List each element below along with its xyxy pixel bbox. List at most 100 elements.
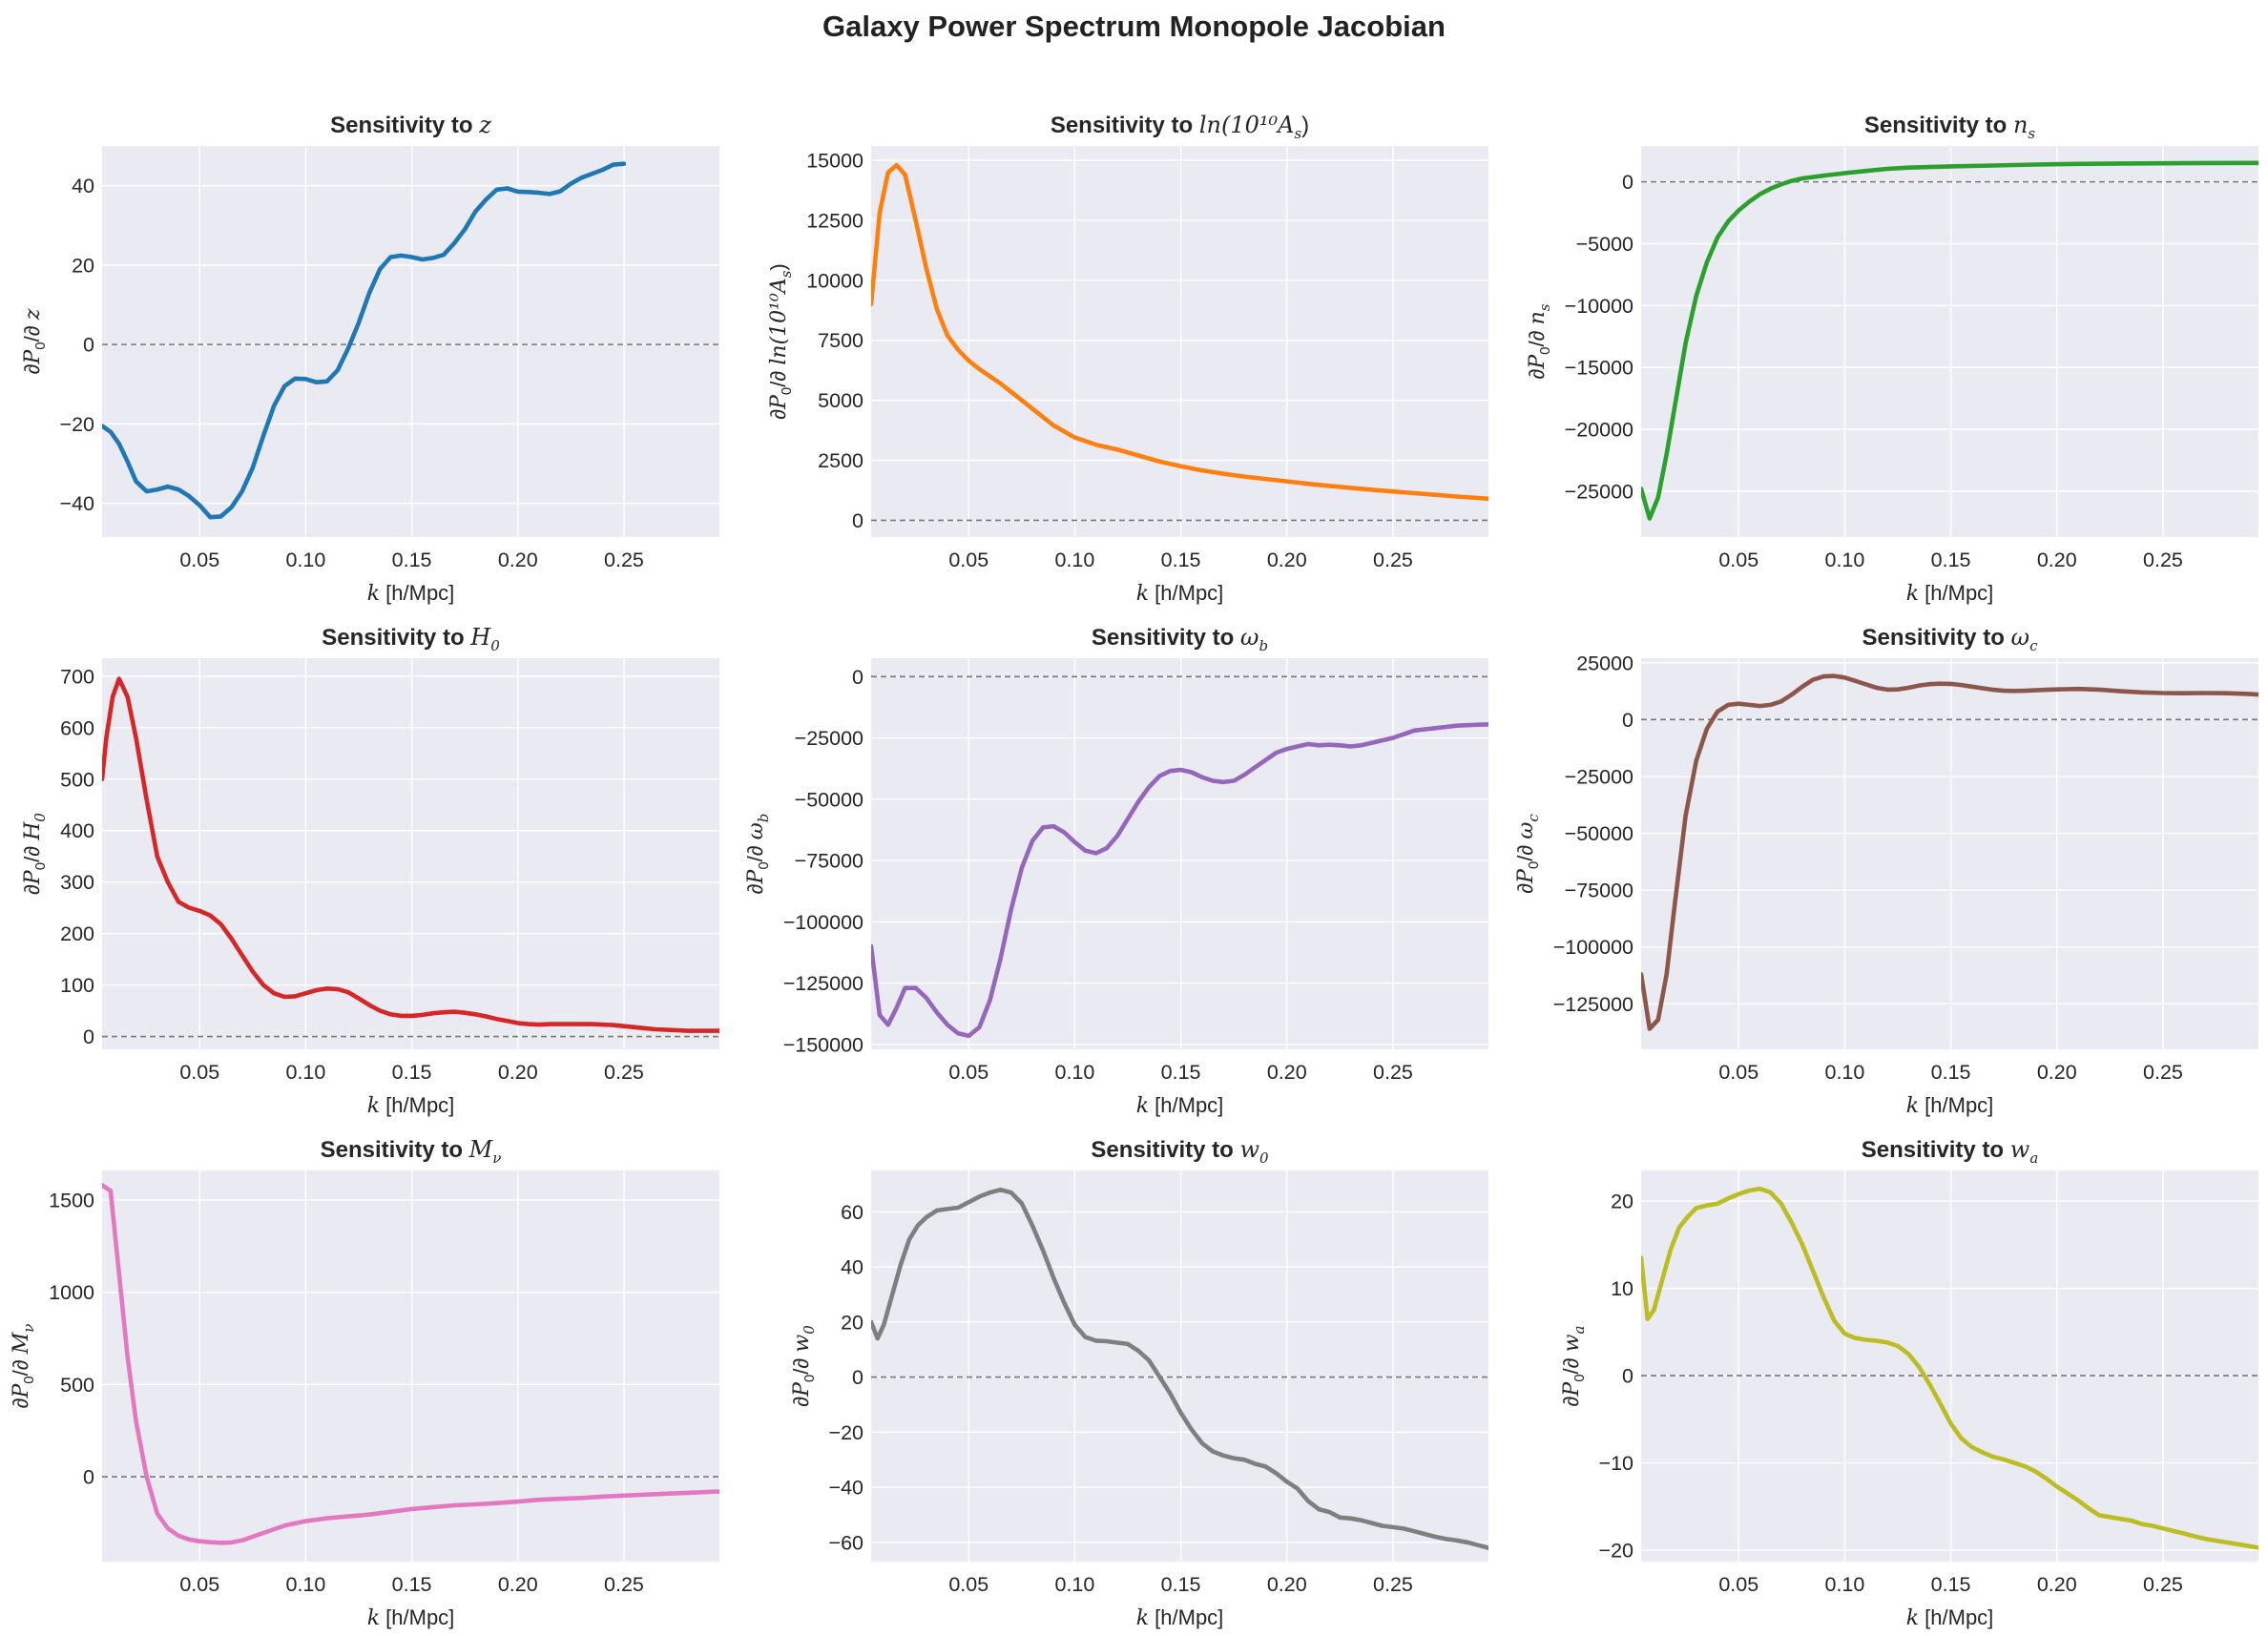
x-tick-label: 0.05 (1718, 549, 1758, 571)
y-tick-label: 0 (83, 1466, 94, 1489)
x-axis-label: k [h/Mpc] (1136, 581, 1224, 606)
y-tick-label: 1500 (49, 1189, 94, 1211)
plot-area (871, 658, 1488, 1049)
x-tick-label: 0.20 (2037, 549, 2077, 571)
x-tick-label: 0.10 (286, 549, 326, 571)
y-tick-label: −10 (1599, 1452, 1634, 1475)
x-tick-label: 0.20 (498, 1573, 538, 1596)
x-tick-label: 0.10 (1825, 1061, 1865, 1084)
y-tick-label: −20 (60, 413, 95, 436)
x-tick-label: 0.15 (1161, 549, 1201, 571)
y-tick-label: 0 (852, 509, 864, 532)
x-tick-label: 0.15 (1161, 1061, 1201, 1084)
y-tick-label: 400 (60, 819, 94, 842)
x-tick-label: 0.10 (1825, 1573, 1865, 1596)
y-tick-label: −20 (829, 1421, 864, 1444)
x-tick-label: 0.25 (2143, 1573, 2183, 1596)
x-tick-label: 0.25 (604, 549, 644, 571)
x-tick-label: 0.20 (1267, 1061, 1307, 1084)
y-tick-label: 20 (841, 1311, 864, 1334)
x-axis-label: k [h/Mpc] (367, 581, 455, 606)
y-tick-label: −40 (829, 1477, 864, 1500)
y-tick-label: 0 (83, 1025, 94, 1048)
series-line (871, 722, 1488, 1039)
x-tick-label: 0.10 (286, 1061, 326, 1084)
y-tick-label: −15000 (1565, 357, 1633, 380)
x-tick-label: 0.05 (948, 549, 988, 571)
x-tick-label: 0.10 (1055, 549, 1095, 571)
x-tick-label: 0.25 (1373, 549, 1413, 571)
y-tick-label: 600 (60, 716, 94, 739)
plot-area (871, 1170, 1488, 1562)
y-tick-label: 500 (60, 1374, 94, 1397)
series-line (871, 162, 1488, 502)
y-tick-label: −5000 (1576, 233, 1633, 256)
series-line (1641, 160, 2258, 521)
x-tick-label: 0.20 (498, 1061, 538, 1084)
panel-8: 0.05 0.10 0.15 0.20 0.25 −60 −40 −20 0 20 40 60 Sens… (789, 1136, 1488, 1630)
panel-1: 0.05 0.10 0.15 0.20 0.25 −40 −20 0 20 40 Sensitivi… (20, 112, 719, 606)
y-tick-label: −40 (60, 492, 95, 515)
x-tick-label: 0.05 (948, 1573, 988, 1596)
plot-area (1641, 146, 2258, 537)
plot-area (1641, 1170, 2258, 1562)
y-axis-label: ∂P0/∂ Mν (9, 1324, 37, 1409)
y-axis-label: ∂P0/∂ wa (1559, 1326, 1588, 1407)
x-tick-label: 0.05 (1718, 1061, 1758, 1084)
x-tick-label: 0.10 (286, 1573, 326, 1596)
y-tick-label: −25000 (1565, 765, 1633, 788)
series-line (102, 1183, 719, 1545)
y-tick-label: −150000 (783, 1033, 864, 1056)
plot-area (1641, 658, 2258, 1049)
x-axis-label: k [h/Mpc] (367, 1093, 455, 1118)
plot-area (871, 146, 1488, 537)
y-tick-label: −125000 (1553, 993, 1633, 1016)
y-tick-label: 0 (1622, 171, 1633, 194)
y-tick-label: 40 (841, 1256, 864, 1279)
y-tick-label: 40 (72, 175, 94, 197)
y-axis-label: ∂P0/∂ ωc (1513, 814, 1542, 894)
y-tick-label: 0 (852, 666, 864, 689)
x-tick-label: 0.10 (1825, 549, 1865, 571)
y-axis-label: ∂P0/∂ ns (1525, 303, 1553, 379)
y-axis-label: ∂P0/∂ ln(10¹⁰As) (766, 263, 795, 419)
y-tick-label: −25000 (795, 727, 864, 750)
y-tick-label: 0 (1622, 1365, 1633, 1388)
panel-title: Sensitivity to Mν (321, 1136, 502, 1167)
y-axis-label: ∂P0/∂ z (20, 308, 49, 374)
y-tick-label: 1000 (49, 1281, 94, 1304)
x-tick-label: 0.25 (2143, 549, 2183, 571)
y-tick-label: 5000 (818, 389, 864, 412)
x-tick-label: 0.15 (392, 1061, 432, 1084)
y-tick-label: 700 (60, 665, 94, 688)
y-tick-label: −10000 (1565, 295, 1633, 318)
y-tick-label: 10000 (806, 269, 864, 292)
panel-title: Sensitivity to H0 (322, 624, 500, 654)
y-tick-label: 300 (60, 871, 94, 894)
x-tick-label: 0.15 (1161, 1573, 1201, 1596)
x-tick-label: 0.20 (2037, 1061, 2077, 1084)
panel-title: Sensitivity to ns (1864, 112, 2036, 142)
y-tick-label: −100000 (1553, 936, 1633, 959)
panel-3: 0.05 0.10 0.15 0.20 0.25 −25000 −20000 −15000 −1… (1525, 112, 2258, 606)
panel-title: Sensitivity to ωc (1862, 624, 2038, 654)
series-line (1641, 673, 2258, 1031)
x-tick-label: 0.05 (1718, 1573, 1758, 1596)
panel-title: Sensitivity to z (330, 112, 491, 138)
y-tick-label: 10 (1611, 1277, 1633, 1300)
y-tick-label: −20000 (1565, 419, 1633, 442)
x-tick-label: 0.05 (179, 1061, 219, 1084)
x-tick-label: 0.25 (604, 1573, 644, 1596)
y-axis-label: ∂P0/∂ w0 (789, 1325, 818, 1407)
x-axis-label: k [h/Mpc] (1906, 1605, 1994, 1630)
panel-2: 0.05 0.10 0.15 0.20 0.25 0 2500 5000 7500 10000 12… (766, 112, 1488, 606)
y-axis-label: ∂P0/∂ ωb (743, 814, 772, 895)
panel-9: 0.05 0.10 0.15 0.20 0.25 −20 −10 0 10 20 Sensitivi… (1559, 1136, 2258, 1630)
panel-5: 0.05 0.10 0.15 0.20 0.25 −150000 −125000 −10000… (743, 624, 1488, 1118)
x-tick-label: 0.25 (2143, 1061, 2183, 1084)
x-tick-label: 0.05 (948, 1061, 988, 1084)
x-tick-label: 0.10 (1055, 1573, 1095, 1596)
x-tick-label: 0.25 (1373, 1061, 1413, 1084)
x-tick-label: 0.15 (392, 1573, 432, 1596)
